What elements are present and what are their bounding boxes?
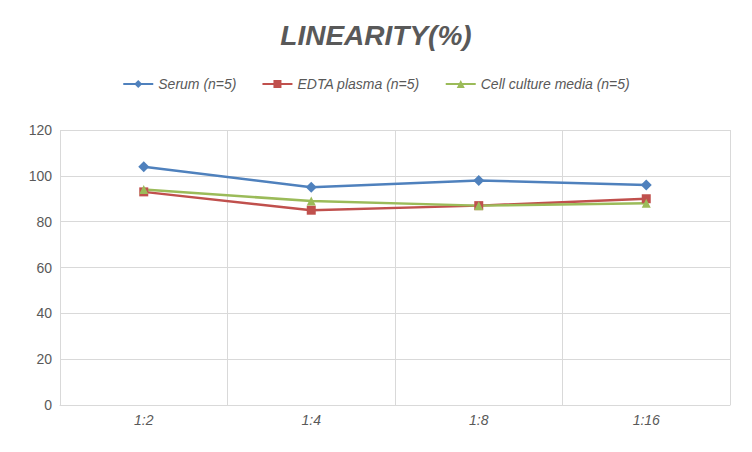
svg-text:LINEARITY(%): LINEARITY(%) <box>280 20 471 51</box>
svg-text:100: 100 <box>29 168 53 184</box>
svg-text:1:4: 1:4 <box>302 412 322 428</box>
svg-text:80: 80 <box>36 214 52 230</box>
svg-text:Serum (n=5): Serum (n=5) <box>158 76 236 92</box>
svg-text:1:16: 1:16 <box>633 412 660 428</box>
svg-text:120: 120 <box>29 122 53 138</box>
svg-text:20: 20 <box>36 351 52 367</box>
svg-text:EDTA plasma (n=5): EDTA plasma (n=5) <box>297 76 419 92</box>
svg-text:Cell culture media (n=5): Cell culture media (n=5) <box>481 76 630 92</box>
svg-text:0: 0 <box>44 397 52 413</box>
svg-text:1:2: 1:2 <box>134 412 154 428</box>
svg-text:60: 60 <box>36 260 52 276</box>
svg-text:1:8: 1:8 <box>469 412 489 428</box>
svg-text:40: 40 <box>36 305 52 321</box>
